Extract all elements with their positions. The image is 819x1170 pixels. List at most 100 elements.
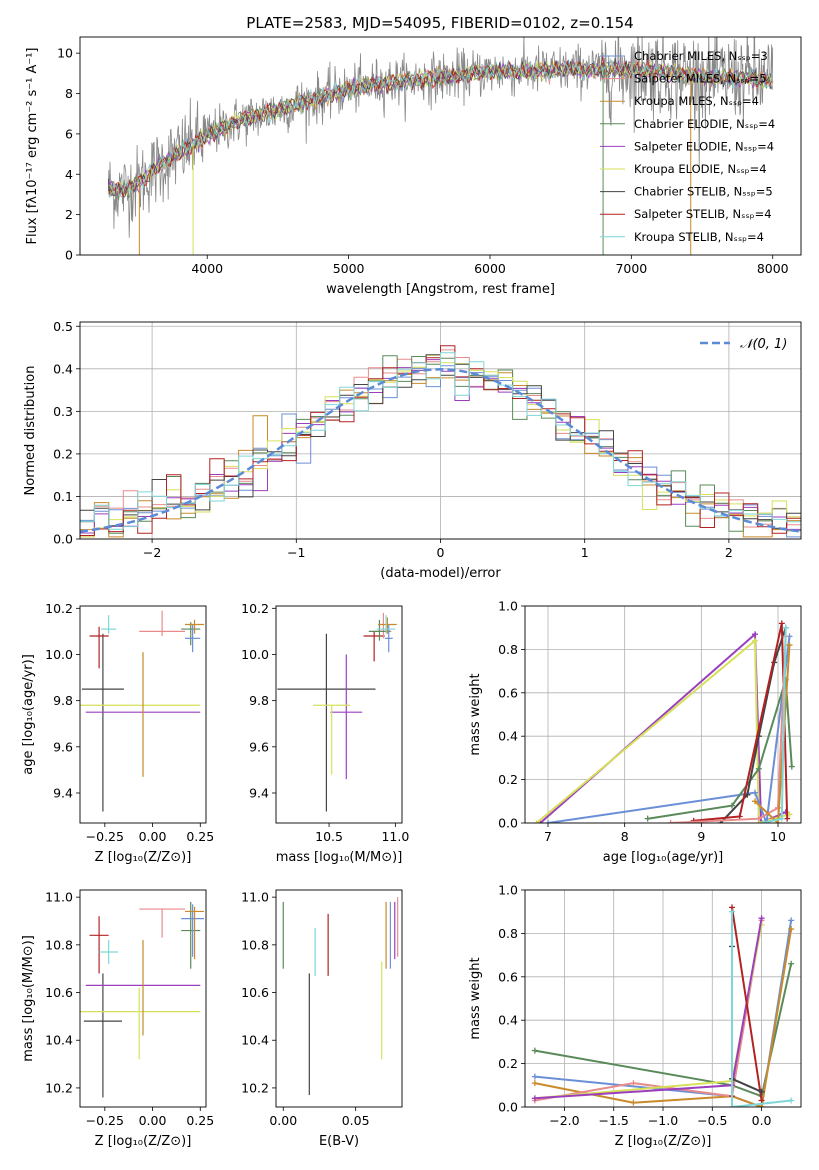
histograms — [80, 345, 801, 538]
y-axis-label: mass weight — [468, 673, 483, 755]
x-axis-label: E(B-V) — [319, 1134, 359, 1149]
axes-frame — [275, 605, 403, 824]
y-tick-label: 1.0 — [498, 599, 518, 614]
weight-point-marker — [644, 815, 651, 822]
x-tick-label: 0.0 — [752, 1113, 772, 1128]
axes-group: −2 −1 0 1 2 0.0 0.1 0.2 0.3 0.4 0.5 (data-model)/er… — [23, 319, 802, 581]
axes-group: 0.00 0.05 10.2 10.4 10.6 10.8 11.0 E(B-V) — [241, 889, 403, 1149]
y-tick-label: 10.2 — [241, 601, 269, 616]
weight-point-marker — [752, 637, 758, 644]
x-tick-label: 2 — [725, 545, 733, 560]
weight-point-marker — [788, 960, 795, 967]
axes-frame — [79, 321, 802, 540]
gaussian-reference-line — [80, 368, 801, 533]
weight-series-line — [534, 920, 763, 1102]
y-tick-label: 0.4 — [53, 361, 73, 376]
y-tick-label: 11.0 — [45, 890, 73, 905]
x-tick-label: 0.05 — [342, 1113, 370, 1128]
x-tick-label: 0 — [437, 545, 445, 560]
y-tick-label: 10.2 — [45, 1080, 73, 1095]
y-tick-label: 10.4 — [45, 1033, 73, 1048]
y-tick-label: 10 — [57, 46, 73, 61]
weight-point-marker — [758, 1088, 765, 1095]
weight-point-marker — [763, 820, 770, 823]
y-tick-label: 4 — [65, 167, 73, 182]
weight-series-line — [731, 911, 792, 1107]
y-tick-label: 0.2 — [498, 772, 518, 787]
y-tick-label: 8 — [65, 86, 73, 101]
axes-group: 7 8 9 10 0.0 0.2 0.4 0.6 0.8 1.0 age [log₁₀(age/yr… — [468, 599, 802, 865]
y-tick-label: 6 — [65, 126, 73, 141]
y-tick-label: 0.5 — [53, 319, 73, 334]
weight-point-marker — [784, 815, 791, 822]
weight-point-marker — [759, 820, 766, 823]
x-tick-label: 7 — [544, 829, 552, 844]
x-axis-label: wavelength [Angstrom, rest frame] — [326, 282, 555, 297]
x-tick-label: 0.00 — [269, 1113, 297, 1128]
weight-series-line — [534, 963, 793, 1098]
y-tick-label: 0.6 — [498, 685, 518, 700]
y-tick-label: 0.0 — [498, 816, 518, 831]
x-axis-label: Z [log₁₀(Z/Z⊙)] — [95, 1134, 192, 1149]
y-axis-label: Flux [fλ10⁻¹⁷ erg cm⁻² s⁻¹ A⁻¹] — [25, 48, 40, 245]
weight-point-marker — [531, 1095, 538, 1102]
axes-frame — [524, 889, 802, 1108]
weight-point-marker — [788, 1097, 795, 1104]
spectrum-lines — [107, 37, 774, 255]
x-tick-label: 10.5 — [315, 829, 343, 844]
observed-spectrum-line — [107, 37, 774, 238]
weight-lines — [533, 620, 795, 823]
y-axis-label: age [log₁₀(age/yr)] — [21, 654, 36, 775]
y-tick-label: 10.6 — [45, 985, 73, 1000]
residual-histogram-line — [80, 352, 801, 530]
y-tick-label: 0.0 — [498, 1100, 518, 1115]
y-tick-label: 9.4 — [249, 785, 269, 800]
weight-point-marker — [630, 1080, 637, 1087]
x-tick-label: 9 — [697, 829, 705, 844]
weight-point-marker — [752, 631, 758, 638]
x-tick-label: −2 — [143, 545, 161, 560]
x-axis-label: mass [log₁₀(M/M⊙)] — [276, 850, 403, 865]
x-tick-label: 11.0 — [381, 829, 409, 844]
weight-series-line — [754, 645, 791, 823]
weight-series-line — [670, 636, 787, 823]
y-tick-label: 2 — [65, 207, 73, 222]
legend-entry-label: 𝒩(0, 1) — [740, 337, 787, 352]
axes-group: −0.25 0.00 0.25 9.4 9.6 9.8 10.0 10.2 Z [log₁₀(Z… — [21, 601, 214, 865]
weight-point-marker — [788, 917, 795, 924]
legend-entry-label: Salpeter ELODIE, Nₛₛₚ=4 — [634, 139, 774, 153]
y-tick-label: 10.6 — [241, 985, 269, 1000]
y-tick-label: 0 — [65, 248, 73, 263]
weight-point-marker — [778, 815, 785, 822]
x-tick-label: 1 — [581, 545, 589, 560]
y-tick-label: 0.8 — [498, 642, 518, 657]
weight-point-marker — [533, 820, 540, 823]
y-tick-label: 10.0 — [45, 647, 73, 662]
legend-entry-label: Kroupa STELIB, Nₛₛₚ=4 — [634, 230, 764, 244]
x-axis-label: Z [log₁₀(Z/Z⊙)] — [615, 1134, 712, 1149]
x-tick-label: −0.5 — [697, 1113, 727, 1128]
x-tick-label: −1 — [287, 545, 305, 560]
x-tick-label: 0.00 — [139, 829, 167, 844]
legend-entry-label: Salpeter MILES, Nₛₛₚ=5 — [634, 72, 767, 86]
weight-point-marker — [775, 820, 781, 823]
axes-frame — [524, 605, 802, 824]
weight-point-marker — [729, 908, 735, 915]
weight-point-marker — [778, 620, 785, 627]
y-tick-label: 10.2 — [45, 601, 73, 616]
weight-point-marker — [752, 798, 758, 805]
weight-point-marker — [531, 1047, 538, 1054]
x-tick-label: 8 — [621, 829, 629, 844]
weight-point-marker — [755, 815, 762, 822]
x-tick-label: 7000 — [615, 261, 647, 276]
weight-point-marker — [758, 820, 765, 823]
weight-point-marker — [736, 813, 743, 820]
x-tick-label: 0.25 — [186, 829, 214, 844]
y-tick-label: 0.6 — [498, 969, 518, 984]
weight-point-marker — [729, 802, 735, 809]
y-tick-label: 9.6 — [53, 739, 73, 754]
weight-point-marker — [758, 915, 765, 922]
weight-series-line — [547, 636, 791, 823]
x-axis-label: (data-model)/error — [380, 566, 501, 581]
y-tick-label: 0.2 — [53, 446, 73, 461]
